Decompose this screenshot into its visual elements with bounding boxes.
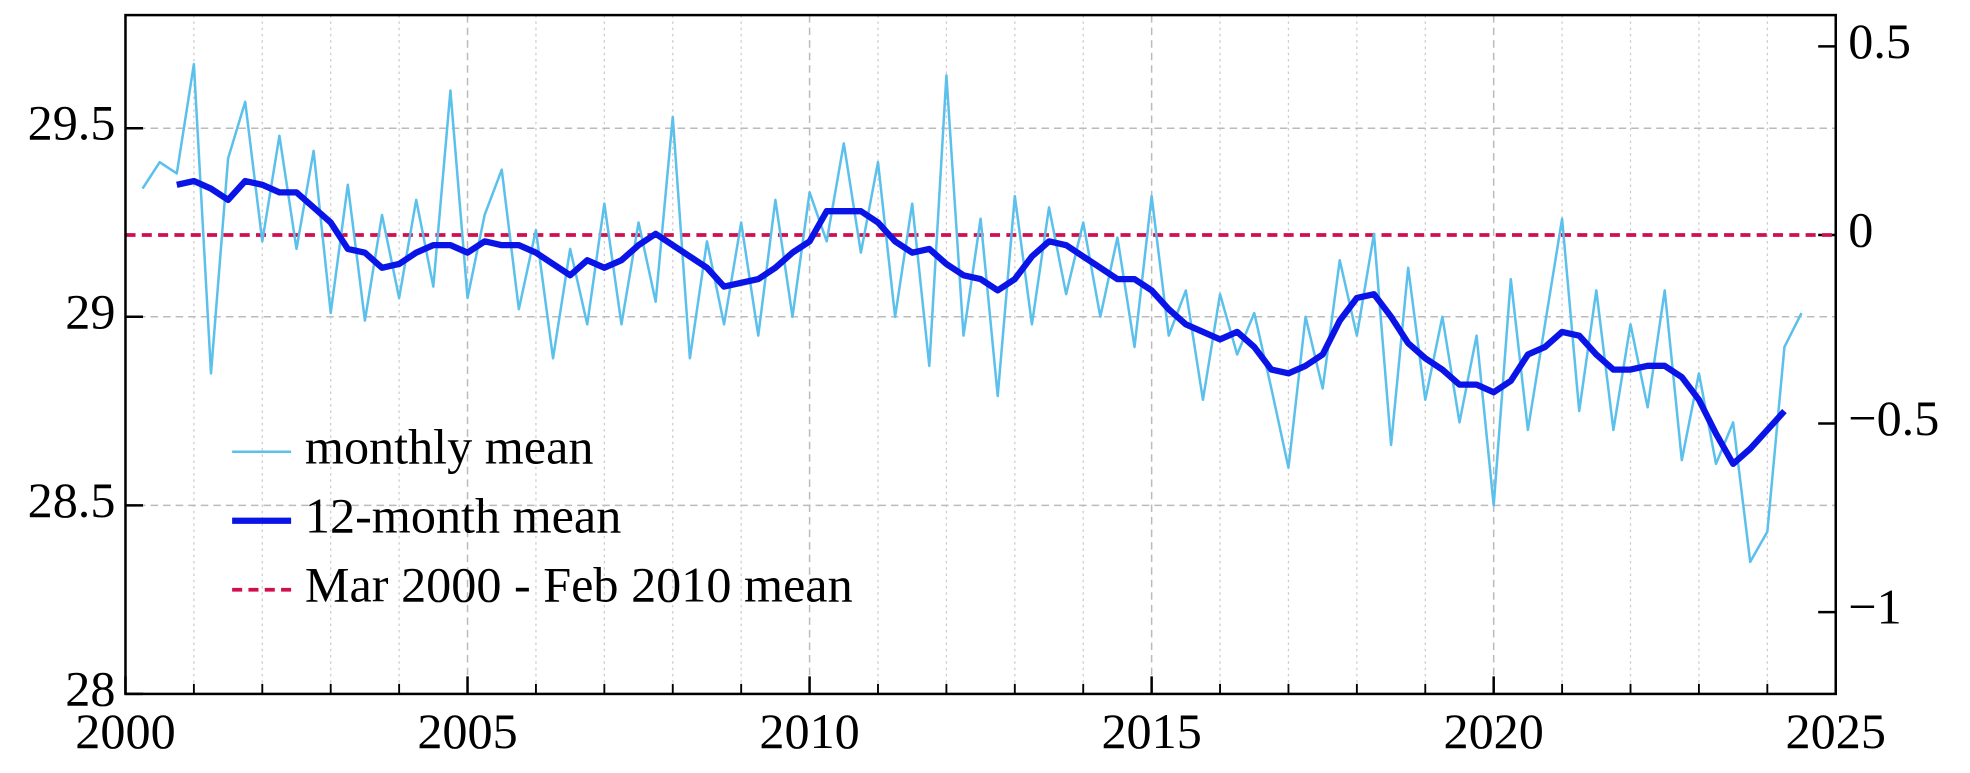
x-tick-label: 2020 [1443,703,1543,759]
data-line [176,177,1787,468]
x-tick-label: 2015 [1101,703,1201,759]
x-tick-label: 2000 [75,703,175,759]
y2-tick-label: −1 [1848,579,1901,635]
legend-label: monthly mean [305,418,594,474]
y-tick-label: 28.5 [28,472,116,528]
legend-label: 12-month mean [305,487,621,543]
y-tick-label: 29 [65,283,115,339]
legend-label: Mar 2000 - Feb 2010 mean [305,556,853,612]
x-tick-label: 2025 [1786,703,1886,759]
y2-tick-label: 0.5 [1848,13,1911,69]
y-tick-label: 28 [65,660,115,716]
y-tick-label: 29.5 [28,95,116,151]
plot-frame [124,13,1837,696]
y2-tick-label: 0 [1848,201,1873,257]
x-tick-label: 2010 [759,703,859,759]
x-tick-label: 2005 [417,703,517,759]
y2-tick-label: −0.5 [1848,390,1939,446]
